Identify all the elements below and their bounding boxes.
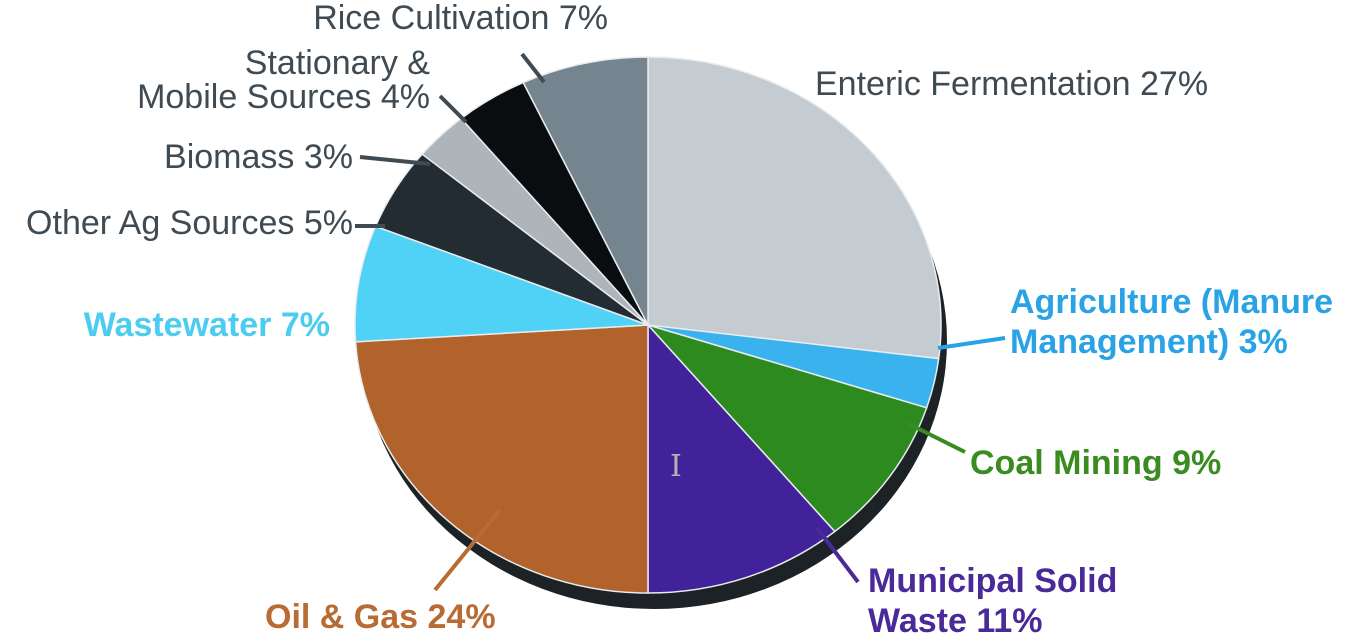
slice-label: Municipal Solid Waste 11% — [868, 562, 1117, 640]
slice-label-line: Agriculture (Manure — [1010, 283, 1333, 321]
pie-slice — [354, 324, 649, 594]
leader-line — [520, 52, 546, 84]
slice-label: Wastewater 7% — [84, 306, 330, 344]
pie-slices — [354, 56, 942, 594]
slice-label: Enteric Fermentation 27% — [815, 65, 1208, 103]
slice-label-line: Enteric Fermentation 27% — [815, 65, 1208, 103]
slice-label-line: Other Ag Sources 5% — [26, 204, 353, 242]
leader-line — [359, 155, 431, 166]
slice-label-line: Waste 11% — [868, 602, 1043, 640]
slice-label-line: Biomass 3% — [164, 138, 353, 176]
slice-label-line: Coal Mining 9% — [970, 444, 1221, 482]
slice-label: Oil & Gas 24% — [265, 598, 496, 636]
pie-slice — [645, 323, 928, 533]
pie-slice — [354, 225, 649, 343]
slice-label-line: Mobile Sources 4% — [137, 78, 430, 116]
slice-label-line: Management) 3% — [1010, 323, 1288, 361]
slice-label: Rice Cultivation 7% — [313, 0, 608, 37]
slice-label: Other Ag Sources 5% — [26, 204, 353, 242]
slice-labels: Enteric Fermentation 27% Agriculture (Man… — [26, 0, 1333, 640]
leader-line — [937, 336, 1006, 350]
leader-line — [815, 526, 860, 584]
leader-line — [906, 421, 966, 454]
leader-line — [433, 508, 502, 592]
leader-line — [438, 94, 468, 124]
slice-label: Agriculture (Manure Management) 3% — [1010, 283, 1333, 361]
slice-label: Coal Mining 9% — [970, 444, 1221, 482]
slice-label-line: Stationary & — [245, 44, 431, 82]
text-cursor-icon: I — [670, 449, 682, 484]
pie-slice — [647, 56, 942, 360]
slice-label-line: Rice Cultivation 7% — [313, 0, 608, 37]
slice-label-line: Oil & Gas 24% — [265, 598, 496, 636]
slice-label-line: Wastewater 7% — [84, 306, 330, 344]
leader-lines — [355, 52, 1006, 592]
slice-label-line: Municipal Solid — [868, 562, 1117, 600]
pie-slice — [647, 323, 836, 594]
pie-slice — [522, 56, 649, 326]
slice-label: Stationary & Mobile Sources 4% — [137, 44, 430, 116]
slice-label: Biomass 3% — [164, 138, 353, 176]
